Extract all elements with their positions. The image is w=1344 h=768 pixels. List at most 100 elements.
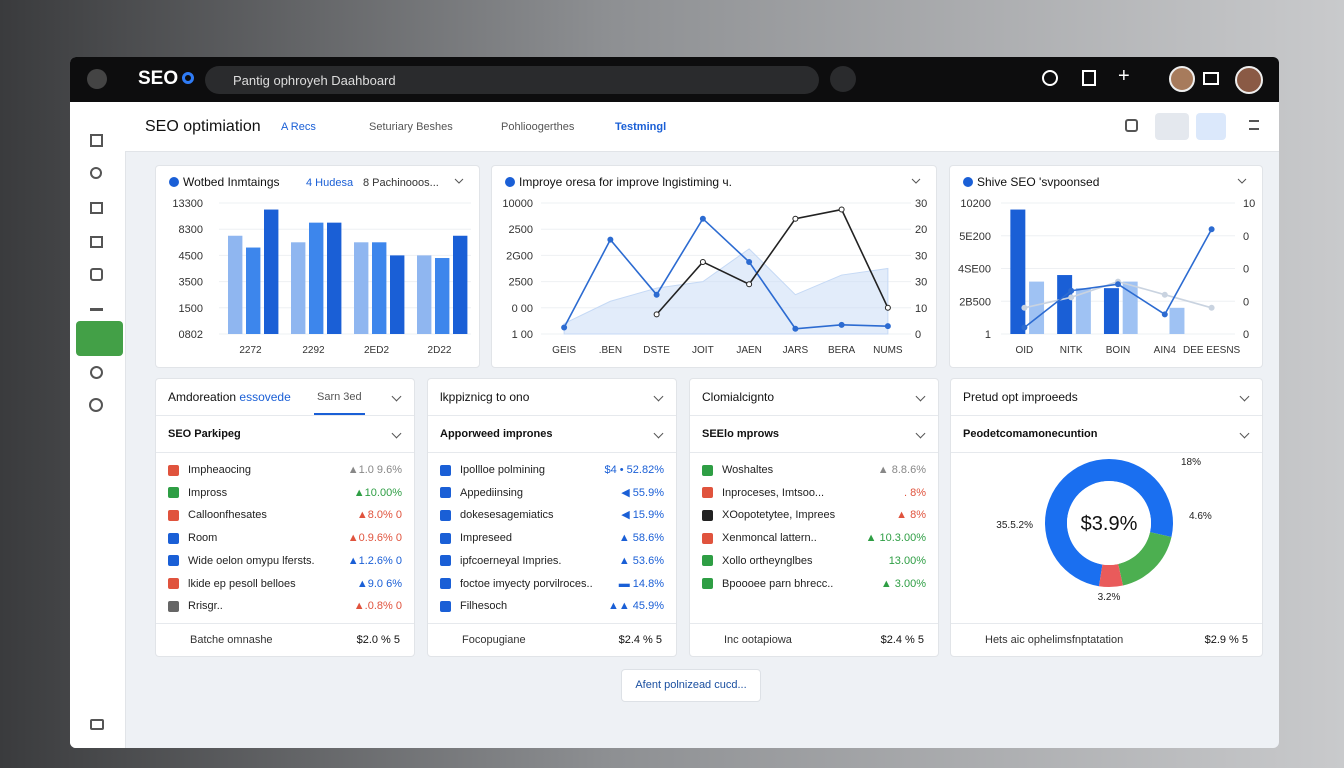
tab[interactable]: Seturiary Beshes — [369, 121, 453, 133]
nav-icon[interactable] — [90, 134, 103, 147]
row-label: Xenmoncal lattern.. — [722, 532, 817, 545]
list-row: Inproceses, Imtsoo... . 8% — [702, 482, 926, 504]
dropdown-icon[interactable] — [653, 391, 664, 402]
donut-slice — [1098, 563, 1123, 587]
dropdown-icon[interactable] — [391, 391, 402, 402]
list-row: ipfcoerneyal Impries. ▲ 53.6% — [440, 550, 664, 572]
doc-icon[interactable] — [1082, 70, 1096, 86]
nav-icon[interactable] — [90, 167, 102, 179]
row-icon — [702, 532, 713, 544]
nav-icon[interactable] — [90, 268, 103, 281]
app-window: SEO Pantig ophroyeh Daahboard + SEO opti… — [70, 57, 1279, 748]
nav-icon[interactable] — [90, 719, 104, 730]
nav-active[interactable] — [76, 321, 123, 356]
bar — [1103, 288, 1119, 334]
donut-center: $3.9% — [1081, 513, 1138, 535]
nav-icon[interactable] — [89, 398, 103, 412]
donut-hole — [1067, 481, 1151, 565]
y-tick-label: 1500 — [179, 303, 203, 315]
logo: SEO — [138, 68, 179, 89]
list-row: Appediinsing ◀ 55.9% — [440, 482, 664, 504]
row-icon — [168, 555, 179, 567]
message-icon[interactable] — [1203, 72, 1219, 85]
bar — [417, 255, 432, 334]
row-value: ▲ 8.8.6% — [877, 464, 926, 476]
y2-tick-label: 0 — [1243, 231, 1249, 243]
add-icon[interactable]: + — [1118, 65, 1130, 87]
row-label: Impheaocing — [188, 464, 251, 476]
row-label: dokesesagemiatics — [460, 509, 554, 522]
y-tick-label: 10000 — [502, 198, 533, 210]
footer-label: Inc ootapiowa — [724, 634, 792, 646]
tab[interactable]: Pohlioogerthes — [501, 121, 575, 133]
dropdown-icon — [911, 178, 921, 184]
top-bar: SEO Pantig ophroyeh Daahboard + — [70, 57, 1279, 102]
point — [792, 215, 799, 222]
x-tick-label: 2292 — [302, 345, 325, 356]
menu-icon[interactable] — [1249, 120, 1259, 130]
dropdown-icon[interactable] — [653, 428, 664, 439]
bar — [453, 235, 468, 334]
card-tab[interactable]: Sarn 3ed — [314, 379, 365, 415]
card-header: Amdoreation essovede Sarn 3ed — [156, 379, 414, 416]
tool-icon[interactable] — [1125, 119, 1138, 132]
point — [699, 215, 706, 222]
tool-button[interactable] — [1155, 113, 1189, 140]
nav-icon[interactable] — [90, 236, 103, 248]
row-icon — [168, 578, 179, 590]
load-more-button[interactable]: Afent polnizead cucd... — [621, 669, 761, 702]
footer-label: Hets aic ophelimsfnptatation — [985, 634, 1124, 646]
tab[interactable]: Testmingl — [615, 121, 667, 133]
row-value: ▲ 53.6% — [618, 554, 664, 567]
y-tick-label: 10200 — [960, 198, 991, 210]
nav-icon[interactable] — [90, 300, 103, 311]
dropdown-icon[interactable] — [915, 391, 926, 402]
point — [1161, 291, 1168, 298]
row-label: Rrisgr.. — [188, 600, 223, 613]
card: Pretud opt improeeds Peodetcomamonecuntio… — [950, 378, 1263, 657]
list-row: Impross ▲10.00% — [168, 482, 402, 504]
y2-tick-label: 10 — [915, 303, 927, 315]
title-icon — [169, 177, 179, 187]
card-subheader: SEElo mprows — [690, 416, 938, 453]
nav-icon[interactable] — [90, 366, 103, 379]
footer-value: $2.0 % 5 — [356, 634, 400, 646]
history-icon[interactable] — [1042, 70, 1058, 86]
y-tick-label: 0 00 — [512, 303, 533, 315]
point — [838, 321, 845, 328]
row-icon — [702, 509, 713, 521]
row-icon — [168, 509, 179, 521]
dropdown-icon[interactable] — [1239, 391, 1250, 402]
donut-label: 3.2% — [1098, 592, 1121, 603]
nav-icon[interactable] — [90, 202, 103, 214]
point — [699, 258, 706, 265]
row-label: XOopotetytee, Imprees — [722, 509, 836, 522]
row-icon — [440, 555, 451, 567]
chart-panel: Wotbed Inmtaings 4 Hudesa 8 Pachinooos... 1… — [155, 165, 480, 368]
list-row: Xollo ortheynglbes 13.00% — [702, 550, 926, 572]
footer-label: Focopugiane — [462, 634, 526, 646]
chart: Wotbed Inmtaings 4 Hudesa 8 Pachinooos... 1… — [169, 175, 471, 356]
avatar[interactable] — [1235, 66, 1263, 94]
menu-icon[interactable] — [87, 69, 107, 89]
row-value: ◀ 55.9% — [621, 486, 664, 499]
row-value: ▲ 8% — [896, 509, 926, 522]
point — [1208, 226, 1215, 233]
tab[interactable]: A Recs — [281, 121, 316, 133]
dropdown-icon[interactable] — [391, 428, 402, 439]
list-row: Impheaocing ▲1.0 9.6% — [168, 459, 402, 481]
point — [838, 206, 845, 213]
tool-button[interactable] — [1196, 113, 1226, 140]
list-row: Woshaltes ▲ 8.8.6% — [702, 459, 926, 481]
title-icon — [963, 177, 973, 187]
point — [561, 324, 568, 331]
dropdown-icon[interactable] — [915, 428, 926, 439]
row-label: Calloonfhesates — [188, 509, 267, 522]
action-button[interactable] — [830, 66, 856, 92]
avatar[interactable] — [1169, 66, 1195, 92]
row-icon — [702, 487, 713, 499]
x-tick-label: NITK — [1060, 345, 1083, 356]
search-box[interactable]: Pantig ophroyeh Daahboard — [205, 66, 819, 94]
dropdown-icon — [1237, 178, 1247, 184]
dropdown-icon[interactable] — [1239, 428, 1250, 439]
